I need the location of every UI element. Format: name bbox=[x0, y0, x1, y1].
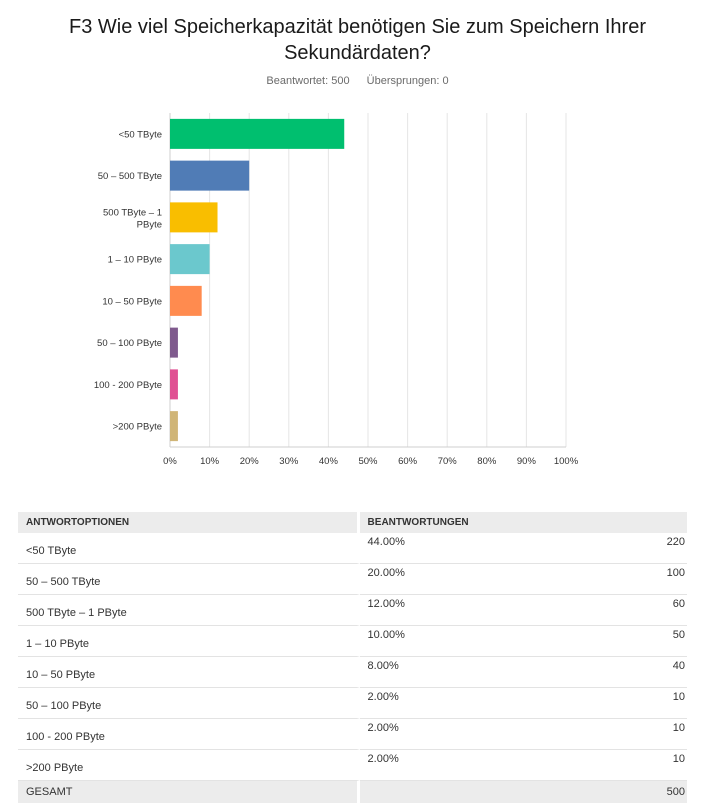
table-cell-count: 10 bbox=[573, 719, 687, 750]
category-label: 10 – 50 PByte bbox=[102, 296, 162, 307]
x-tick-label: 50% bbox=[358, 456, 378, 467]
x-tick-label: 70% bbox=[438, 456, 458, 467]
table-row: >200 PByte 2.00% 10 bbox=[18, 750, 687, 781]
skipped-count: Übersprungen: 0 bbox=[366, 75, 449, 87]
bar bbox=[170, 285, 202, 316]
category-label: 50 – 100 PByte bbox=[97, 338, 162, 349]
table-cell-option: 50 – 500 TByte bbox=[18, 564, 360, 595]
table-total-row: GESAMT 500 bbox=[18, 781, 687, 803]
category-label: >200 PByte bbox=[113, 422, 162, 433]
table-cell-count: 60 bbox=[573, 595, 687, 626]
bar bbox=[170, 118, 345, 149]
question-title: F3 Wie viel Speicherkapazität benötigen … bbox=[69, 16, 646, 64]
bar bbox=[170, 327, 178, 358]
total-count: 500 bbox=[573, 781, 687, 803]
table-cell-percent: 2.00% bbox=[359, 750, 574, 781]
results-table: ANTWORTOPTIONEN BEANTWORTUNGEN <50 TByte… bbox=[18, 512, 687, 803]
table-row: 100 - 200 PByte 2.00% 10 bbox=[18, 719, 687, 750]
header-responses: BEANTWORTUNGEN bbox=[359, 512, 687, 533]
bar bbox=[170, 202, 218, 233]
x-tick-label: 0% bbox=[163, 456, 177, 467]
bar-chart: 0% 10% 20% 30% 40% 50% 60% 70% 80% 90% 100% <50 TBy… bbox=[94, 113, 579, 467]
x-tick-label: 10% bbox=[200, 456, 220, 467]
table-cell-option: 1 – 10 PByte bbox=[18, 626, 360, 657]
total-label: GESAMT bbox=[18, 781, 360, 803]
table-cell-count: 220 bbox=[573, 533, 687, 564]
table-cell-count: 10 bbox=[573, 688, 687, 719]
bar bbox=[170, 369, 178, 400]
x-tick-label: 40% bbox=[319, 456, 339, 467]
table-cell-percent: 12.00% bbox=[359, 595, 574, 626]
table-cell-percent: 2.00% bbox=[359, 719, 574, 750]
table-cell-option: 50 – 100 PByte bbox=[18, 688, 360, 719]
x-tick-label: 100% bbox=[554, 456, 579, 467]
table-row: 1 – 10 PByte 10.00% 50 bbox=[18, 626, 687, 657]
header-answer-options: ANTWORTOPTIONEN bbox=[18, 512, 360, 533]
table-cell-option: 100 - 200 PByte bbox=[18, 719, 360, 750]
table-row: 50 – 500 TByte 20.00% 100 bbox=[18, 564, 687, 595]
x-tick-label: 60% bbox=[398, 456, 418, 467]
table-cell-percent: 2.00% bbox=[359, 688, 574, 719]
x-tick-label: 20% bbox=[240, 456, 260, 467]
table-row: 10 – 50 PByte 8.00% 40 bbox=[18, 657, 687, 688]
table-row: 50 – 100 PByte 2.00% 10 bbox=[18, 688, 687, 719]
table-cell-count: 50 bbox=[573, 626, 687, 657]
table-cell-option: 500 TByte – 1 PByte bbox=[18, 595, 360, 626]
table-cell-count: 100 bbox=[573, 564, 687, 595]
table-cell-count: 10 bbox=[573, 750, 687, 781]
table-cell-option: <50 TByte bbox=[18, 533, 360, 564]
x-tick-label: 80% bbox=[477, 456, 497, 467]
table-body: <50 TByte 44.00% 220 50 – 500 TByte 20.00% 10… bbox=[18, 533, 687, 803]
x-tick-label: 90% bbox=[517, 456, 537, 467]
bar bbox=[170, 160, 250, 191]
bar bbox=[170, 411, 178, 442]
answered-count: Beantwortet: 500 bbox=[266, 75, 350, 87]
table-cell-percent: 20.00% bbox=[359, 564, 574, 595]
bar bbox=[170, 244, 210, 275]
table-cell-percent: 8.00% bbox=[359, 657, 574, 688]
total-percent-empty bbox=[359, 781, 574, 803]
table-cell-count: 40 bbox=[573, 657, 687, 688]
category-label: 1 – 10 PByte bbox=[108, 255, 162, 266]
table-cell-percent: 44.00% bbox=[359, 533, 574, 564]
category-label: 500 TByte – 1 PByte bbox=[103, 207, 162, 230]
category-label: <50 TByte bbox=[119, 129, 162, 140]
category-label: 50 – 500 TByte bbox=[98, 171, 162, 182]
table-cell-option: >200 PByte bbox=[18, 750, 360, 781]
table-row: 500 TByte – 1 PByte 12.00% 60 bbox=[18, 595, 687, 626]
response-stats: Beantwortet: 500 Übersprungen: 0 bbox=[0, 75, 715, 87]
x-tick-label: 30% bbox=[279, 456, 299, 467]
table-cell-option: 10 – 50 PByte bbox=[18, 657, 360, 688]
table-cell-percent: 10.00% bbox=[359, 626, 574, 657]
category-label: 100 - 200 PByte bbox=[94, 380, 162, 391]
table-header-row: ANTWORTOPTIONEN BEANTWORTUNGEN bbox=[18, 512, 687, 533]
table-row: <50 TByte 44.00% 220 bbox=[18, 533, 687, 564]
